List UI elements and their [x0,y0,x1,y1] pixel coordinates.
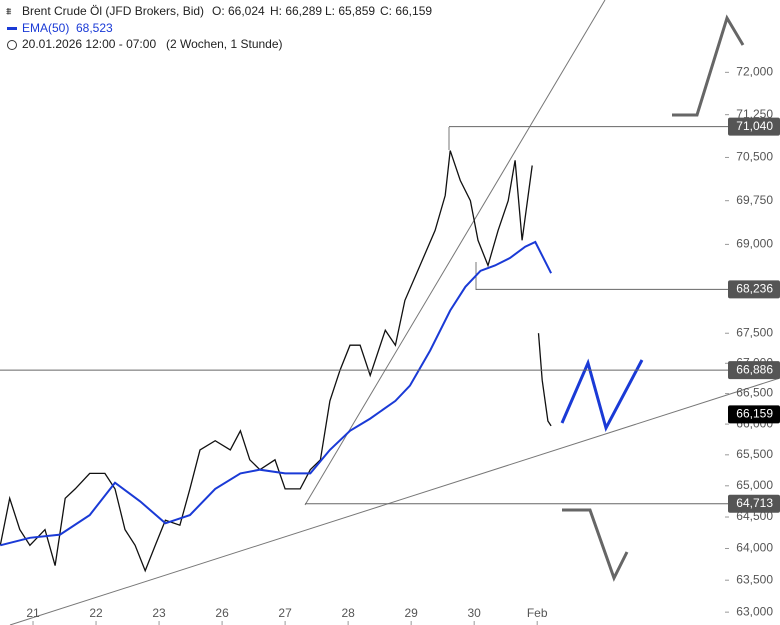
x-tick-label: 28 [341,606,355,620]
trendline [9,377,780,625]
level-box [728,405,780,424]
timeframe: (2 Wochen, 1 Stunde) [166,37,283,51]
y-tick-label: 66,500 [736,386,773,400]
y-tick-label: 69,000 [736,237,773,251]
x-tick-label: Feb [527,606,548,620]
x-tick-label: 29 [404,606,418,620]
trendline [304,0,606,506]
y-tick-label: 64,000 [736,541,773,555]
level-label: 71,040 [736,119,773,133]
level-label: 66,886 [736,362,773,376]
y-tick-label: 70,500 [736,150,773,164]
subtitle: 20.01.2026 12:00 - 07:00 [22,37,156,51]
y-tick-label: 63,000 [736,604,773,618]
icon: ⩩ [6,7,12,18]
series-line [0,150,552,573]
y-tick-label: 71,250 [736,107,773,121]
y-tick-label: 72,000 [736,65,773,79]
projection [562,508,629,582]
ohlc: C: 66,159 [380,4,432,18]
series-line [0,240,552,547]
ohlc: L: 65,859 [325,4,375,18]
level-label: 64,713 [736,496,773,510]
ohlc: H: 66,289 [270,4,322,18]
x-tick-label: 27 [278,606,292,620]
y-tick-label: 65,000 [736,478,773,492]
header: ⩩ Brent Crude Öl (JFD Brokers, Bid) O: 6… [6,4,432,51]
x-tick-label: 23 [152,606,166,620]
drawings [9,0,780,625]
x-tick-label: 22 [89,606,103,620]
chart-title: Brent Crude Öl (JFD Brokers, Bid) [22,4,204,18]
y-tick-label: 69,750 [736,193,773,207]
y-tick-label: 67,500 [736,325,773,339]
projection [672,14,745,117]
level-box [728,361,780,380]
y-tick-label: 63,500 [736,572,773,586]
level-box [728,117,780,136]
level-label: 68,236 [736,282,773,296]
level-box [728,280,780,299]
indicator-value: 68,523 [76,21,113,35]
ohlc: O: 66,024 [212,4,265,18]
legend-entry: EMA(50) [22,21,69,35]
y-tick-label: 65,500 [736,447,773,461]
x-tick-label: 21 [26,606,40,620]
projection [560,358,644,433]
x-tick-label: 26 [215,606,229,620]
clock-icon [7,40,17,50]
x-tick-label: 30 [467,606,481,620]
level-box [728,494,780,513]
legend-swatch [7,27,17,30]
level-label: 66,159 [736,407,773,421]
